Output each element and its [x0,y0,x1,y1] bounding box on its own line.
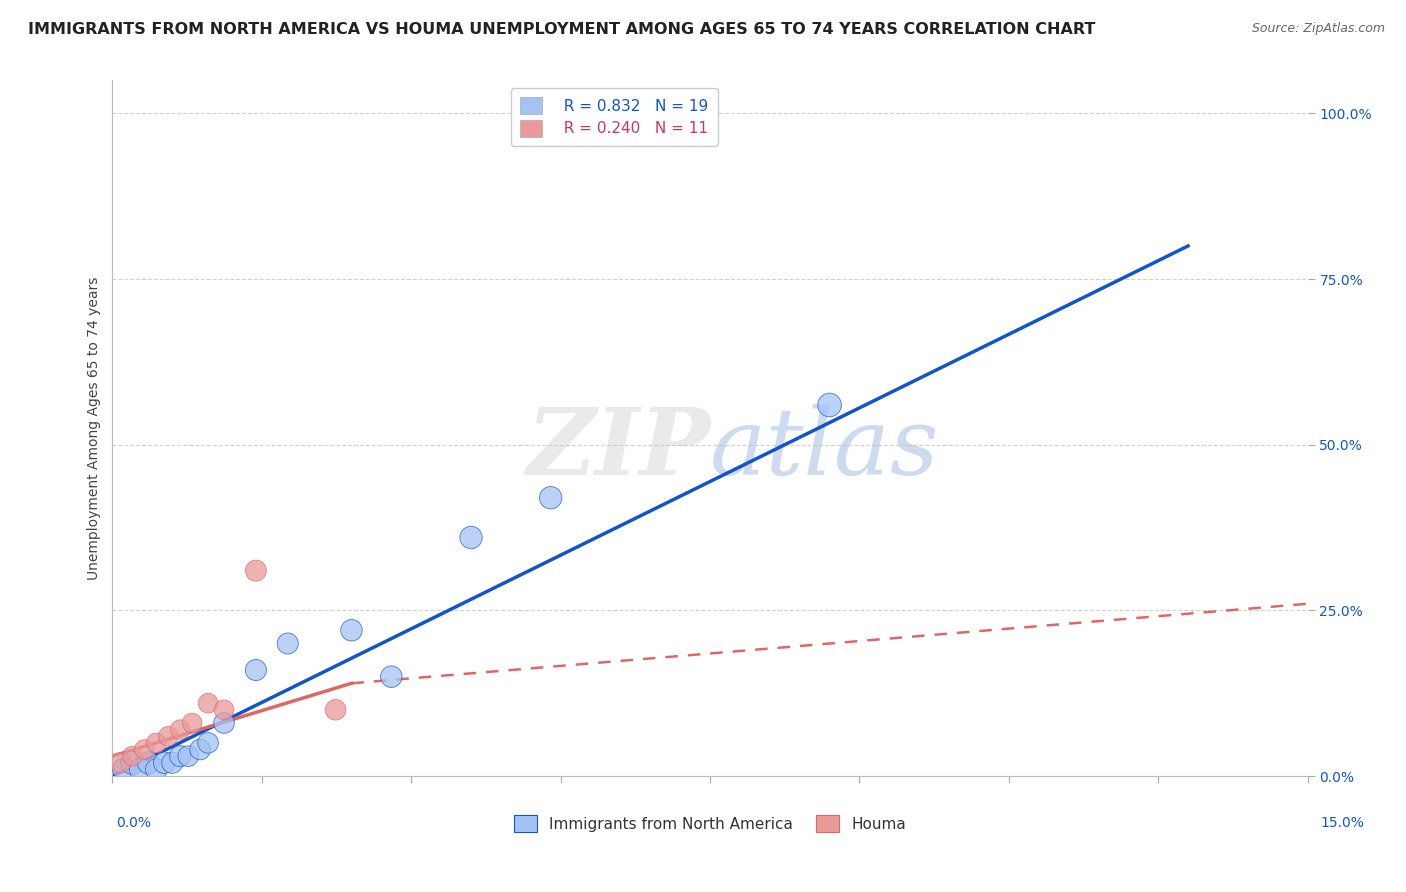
Point [212,716,235,731]
Y-axis label: Unemployment Among Ages 65 to 74 years: Unemployment Among Ages 65 to 74 years [87,277,101,580]
Point [460,531,482,545]
Point [138,756,160,770]
Point [110,756,132,770]
Point [169,749,191,764]
Point [121,749,143,764]
Point [181,716,204,731]
Point [145,736,167,750]
Text: 0.0%: 0.0% [117,816,150,830]
Point [197,696,219,710]
Text: IMMIGRANTS FROM NORTH AMERICA VS HOUMA UNEMPLOYMENT AMONG AGES 65 TO 74 YEARS CO: IMMIGRANTS FROM NORTH AMERICA VS HOUMA U… [28,22,1095,37]
Point [188,742,211,756]
Point [121,756,143,770]
Point [380,670,402,684]
Point [340,624,363,638]
Text: Source: ZipAtlas.com: Source: ZipAtlas.com [1251,22,1385,36]
Point [114,763,135,777]
Point [540,491,562,505]
Point [134,742,156,756]
Point [177,749,200,764]
Point [818,398,841,412]
Point [157,729,180,743]
Point [277,636,299,650]
Text: ZIP: ZIP [526,404,710,494]
Point [212,703,235,717]
Point [245,564,267,578]
Point [162,756,183,770]
Point [325,703,347,717]
Point [245,663,267,677]
Text: atlas: atlas [710,404,939,494]
Point [153,756,176,770]
Point [129,763,152,777]
Text: 15.0%: 15.0% [1320,816,1365,830]
Legend: Immigrants from North America, Houma: Immigrants from North America, Houma [508,809,912,838]
Point [197,736,219,750]
Point [145,763,167,777]
Point [169,723,191,737]
